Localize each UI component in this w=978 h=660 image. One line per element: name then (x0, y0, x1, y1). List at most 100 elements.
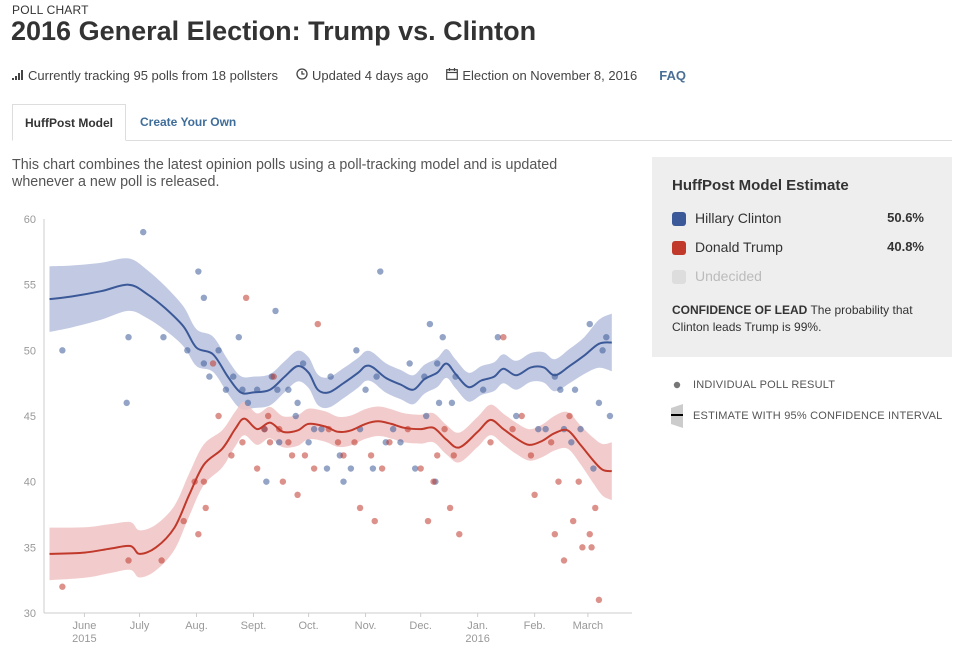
x-tick-label: Nov. (355, 620, 377, 632)
trump-confidence-band (49, 401, 612, 581)
trump-poll-dot (314, 320, 321, 328)
trump-poll-dot (294, 491, 301, 498)
x-tick-label: June (72, 620, 96, 632)
clinton-poll-dot (434, 360, 441, 367)
y-tick-label: 45 (24, 411, 36, 423)
clinton-poll-dot (310, 425, 318, 433)
clinton-poll-dot (586, 320, 593, 328)
trump-poll-dot (424, 517, 432, 525)
x-tick-label: Dec. (409, 620, 432, 632)
clinton-poll-dot (318, 425, 325, 433)
trump-poll-dot (579, 544, 586, 551)
estimate-row-trump: Donald Trump 40.8% (672, 238, 924, 258)
trump-poll-dot (266, 439, 274, 446)
tab-huffpost-model[interactable]: HuffPost Model (12, 104, 126, 141)
trump-poll-dot (446, 504, 454, 512)
trump-poll-dot (527, 452, 535, 459)
trump-poll-dot (200, 478, 208, 485)
legend-poll-label: INDIVIDUAL POLL RESULT (693, 379, 836, 391)
confidence-of-lead: CONFIDENCE OF LEAD The probability that … (672, 302, 942, 336)
clinton-poll-dot (272, 307, 279, 315)
meta-bar: Currently tracking 95 polls from 18 poll… (12, 68, 686, 83)
estimate-row-undecided: Undecided (672, 267, 924, 287)
trump-poll-dot (270, 373, 277, 380)
x-tick-year-label: 2016 (465, 633, 489, 645)
trump-poll-dot (253, 465, 261, 472)
estimate-name: Undecided (695, 268, 762, 284)
y-axis: 30 35 40 45 50 55 60 (24, 214, 45, 620)
updated-text: Updated 4 days ago (312, 68, 429, 83)
clinton-poll-dot (340, 478, 347, 485)
clinton-poll-dot (323, 465, 331, 472)
poll-dots (59, 228, 614, 604)
x-tick-label: Oct. (299, 620, 319, 632)
faq-link[interactable]: FAQ (659, 68, 686, 83)
model-estimate-panel: HuffPost Model Estimate Hillary Clinton … (652, 157, 952, 357)
trump-poll-dot (209, 360, 217, 367)
clinton-poll-dot (206, 373, 213, 380)
clinton-poll-dot (222, 386, 230, 393)
confidence-label: CONFIDENCE OF LEAD (672, 303, 808, 317)
clinton-poll-dot (513, 412, 520, 420)
clinton-poll-dot (603, 334, 610, 341)
undecided-swatch (672, 270, 686, 284)
clinton-poll-dot (542, 425, 549, 433)
y-tick-label: 50 (24, 345, 36, 357)
trump-poll-dot (59, 583, 66, 590)
trump-poll-dot (487, 439, 494, 446)
trump-poll-dot (334, 439, 342, 446)
tab-create-your-own[interactable]: Create Your Own (140, 115, 237, 129)
trump-poll-dot (560, 557, 568, 564)
trump-poll-dot (310, 465, 318, 472)
clinton-poll-dot (244, 399, 252, 407)
clinton-poll-dot (406, 360, 413, 367)
clinton-poll-dot (448, 399, 456, 407)
clinton-poll-dot (373, 373, 380, 380)
trump-poll-dot (595, 596, 603, 604)
trump-poll-dot (371, 517, 378, 525)
updated-info: Updated 4 days ago (296, 68, 428, 83)
trump-poll-dot (195, 531, 202, 538)
estimate-value: 40.8% (887, 239, 924, 254)
trump-poll-dot (450, 452, 457, 459)
trump-poll-dot (588, 544, 595, 551)
trump-poll-dot (547, 439, 555, 446)
clinton-poll-dot (125, 334, 132, 341)
trump-poll-dot (417, 465, 424, 472)
trump-poll-dot (228, 452, 235, 459)
x-tick-label: Feb. (524, 620, 546, 632)
trump-poll-dot (215, 412, 222, 420)
clinton-poll-dot (535, 425, 542, 433)
clinton-poll-dot (577, 425, 584, 433)
clinton-poll-dot (195, 268, 202, 275)
clinton-poll-dot (599, 347, 606, 354)
chart-tabs: HuffPost Model Create Your Own (12, 104, 952, 141)
clinton-poll-dot (200, 360, 208, 367)
clinton-poll-dot (353, 347, 360, 354)
election-text: Election on November 8, 2016 (462, 68, 638, 83)
eyebrow-label: POLL CHART (12, 3, 89, 17)
clinton-poll-dot (285, 386, 292, 393)
clinton-poll-dot (305, 439, 312, 446)
y-tick-label: 60 (24, 214, 36, 226)
clinton-poll-dot (184, 347, 191, 354)
estimate-lines (49, 283, 612, 555)
clinton-poll-dot (590, 465, 597, 472)
trump-poll-dot (367, 452, 375, 459)
tracking-text: Currently tracking 95 polls from 18 poll… (28, 68, 278, 83)
y-tick-label: 40 (24, 477, 36, 489)
clinton-poll-dot (215, 347, 222, 354)
legend-poll-result: INDIVIDUAL POLL RESULT (670, 379, 970, 393)
clinton-poll-dot (494, 334, 502, 341)
trump-poll-dot (202, 504, 209, 512)
clinton-swatch (672, 212, 686, 226)
trump-poll-dot (586, 531, 593, 538)
legend-estimate: ESTIMATE WITH 95% CONFIDENCE INTERVAL (670, 404, 970, 434)
trump-poll-dot (356, 504, 364, 512)
trump-poll-dot (500, 334, 507, 341)
poll-dot-icon (673, 381, 681, 389)
trump-poll-dot (456, 531, 463, 538)
clinton-poll-dot (606, 412, 614, 420)
clinton-poll-dot (377, 268, 384, 275)
